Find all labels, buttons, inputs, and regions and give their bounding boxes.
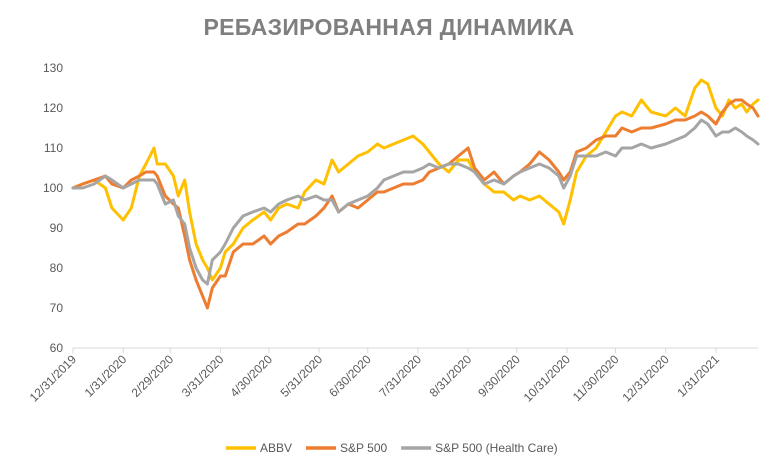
x-tick-label: 10/31/2020: [521, 352, 574, 405]
x-tick-label: 3/31/2020: [179, 352, 227, 400]
x-tick-label: 4/30/2020: [227, 352, 275, 400]
y-tick-label: 70: [50, 301, 64, 315]
x-tick-label: 5/31/2020: [278, 352, 326, 400]
legend-item-s-p-500: S&P 500: [306, 441, 387, 455]
x-tick-label: 1/31/2020: [82, 352, 130, 400]
series-line-s-p-500-health-care: [71, 118, 760, 286]
series-layer: [71, 78, 760, 310]
y-tick-label: 130: [43, 61, 63, 75]
y-tick-label: 100: [43, 181, 63, 195]
x-tick-label: 9/30/2020: [475, 352, 523, 400]
y-tick-label: 110: [44, 141, 63, 155]
legend-item-s-p-500-health-care: S&P 500 (Health Care): [401, 441, 558, 455]
x-tick-label: 7/31/2020: [376, 352, 424, 400]
y-tick-label: 60: [50, 341, 64, 355]
series-line-s-p-500: [71, 98, 760, 310]
x-tick-label: 1/31/2021: [674, 352, 722, 400]
x-tick-label: 11/30/2020: [570, 352, 622, 404]
legend-label: S&P 500 (Health Care): [435, 441, 558, 455]
y-axis-ticks: 60 70 80 90 100 110 120 130: [43, 61, 63, 355]
legend-item-abbv: ABBV: [226, 441, 292, 455]
legend-label: S&P 500: [340, 441, 387, 455]
x-tick-label: 6/30/2020: [326, 352, 374, 400]
x-tick-label: 2/29/2020: [129, 352, 177, 400]
series-line-abbv: [71, 78, 760, 282]
legend: ABBV S&P 500 S&P 500 (Health Care): [226, 441, 558, 455]
x-tick-label: 12/31/2020: [619, 352, 672, 405]
y-tick-label: 90: [50, 221, 64, 235]
y-tick-label: 80: [50, 261, 64, 275]
x-tick-label: 12/31/2019: [27, 352, 80, 405]
chart-title: РЕБАЗИРОВАННАЯ ДИНАМИКА: [203, 14, 575, 40]
y-tick-label: 120: [43, 101, 63, 115]
x-axis: 12/31/2019 1/31/2020 2/29/2020 3/31/2020 4/3…: [27, 347, 758, 405]
legend-label: ABBV: [260, 441, 292, 455]
x-tick-label: 8/31/2020: [427, 352, 475, 400]
